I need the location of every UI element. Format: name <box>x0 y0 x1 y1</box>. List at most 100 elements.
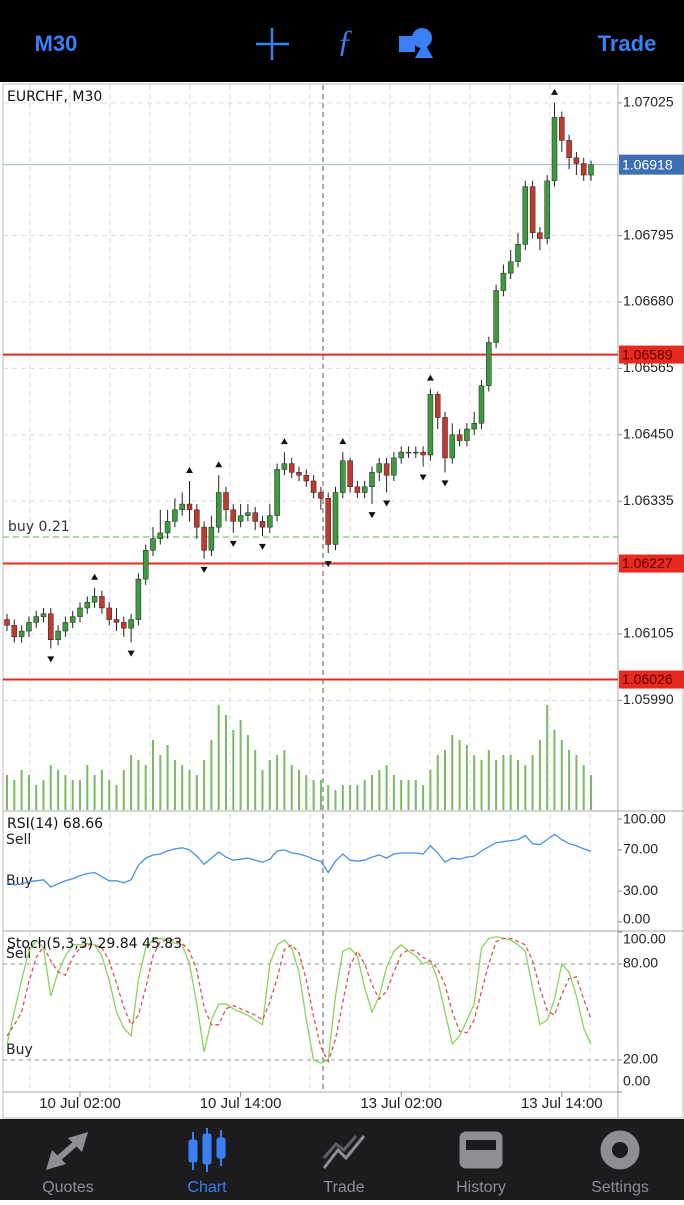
candle-body <box>40 613 47 617</box>
chart-icon[interactable] <box>188 1128 226 1172</box>
fractal-down <box>259 543 266 550</box>
candle-body <box>347 460 353 488</box>
candle-body <box>325 498 331 545</box>
candle-body <box>369 472 375 488</box>
y-tick-label: 80.00 <box>623 955 658 971</box>
level-price-label: 1.06227 <box>622 555 673 571</box>
indicator-line <box>6 833 592 888</box>
candle-body <box>194 509 200 528</box>
trade-button[interactable]: Trade <box>598 31 657 56</box>
candle-body <box>427 394 434 456</box>
candle-body <box>566 140 572 158</box>
y-tick-label: 1.06335 <box>623 492 674 508</box>
candle-body <box>91 596 98 603</box>
fractal-down <box>324 561 332 568</box>
objects-icon[interactable] <box>399 28 433 58</box>
candle-body <box>318 492 324 499</box>
candle-body <box>493 290 499 343</box>
fractal-down <box>127 650 135 657</box>
crosshair-icon[interactable] <box>256 28 289 60</box>
timeframe-button[interactable]: M30 <box>35 31 78 56</box>
candle-body <box>296 472 302 476</box>
candle-body <box>150 538 156 551</box>
x-tick-label: 13 Jul 02:00 <box>360 1095 442 1112</box>
sell-label: Sell <box>6 946 31 962</box>
panel-title: Stoch(5,3,3) 29.84 45.83 <box>7 936 182 952</box>
y-tick-label: 1.06680 <box>623 293 674 309</box>
fractal-up <box>215 461 223 468</box>
current-price-label: 1.06918 <box>622 156 673 172</box>
y-tick-label: 30.00 <box>623 882 658 898</box>
candle-body <box>544 180 550 239</box>
fractal-up <box>339 438 347 445</box>
candle-body <box>113 619 120 623</box>
y-tick-label: 0.00 <box>623 1073 650 1089</box>
panel-title: RSI(14) 68.66 <box>7 816 103 832</box>
plot-layer: 1.070251.067951.066801.065651.064501.063… <box>3 88 684 1112</box>
chart-frame <box>2 83 684 1119</box>
candle-body <box>128 619 134 629</box>
candle-body <box>121 622 127 629</box>
candle-body <box>267 515 273 528</box>
indicator-line <box>6 936 592 1064</box>
candle-body <box>559 117 565 141</box>
candle-body <box>288 463 295 473</box>
candle-body <box>55 630 61 640</box>
candle-body <box>11 625 18 638</box>
candle-body <box>281 463 288 470</box>
y-tick-label: 1.07025 <box>623 94 674 110</box>
toolbar <box>0 0 684 82</box>
quotes-icon[interactable] <box>46 1132 88 1170</box>
candle-body <box>135 578 142 620</box>
candle-body <box>142 549 149 580</box>
candle-body <box>69 616 76 623</box>
fractal-up <box>186 466 193 473</box>
trade-icon[interactable] <box>322 1135 366 1169</box>
candle-body <box>449 434 456 459</box>
fractal-down <box>419 474 427 481</box>
candle-body <box>106 607 112 620</box>
history-icon[interactable] <box>459 1131 503 1169</box>
level-price-label: 1.06589 <box>622 346 673 362</box>
candle-body <box>84 601 91 609</box>
y-tick-label: 1.06105 <box>623 625 674 641</box>
candle-body <box>164 521 171 534</box>
candle-body <box>471 423 477 430</box>
settings-icon[interactable] <box>600 1130 640 1170</box>
candle-body <box>383 463 390 476</box>
candle-body <box>588 164 594 176</box>
candle-body <box>215 492 222 528</box>
candle-body <box>354 486 361 493</box>
level-price-box <box>619 670 684 689</box>
candle-body <box>18 630 25 638</box>
candle-body <box>398 451 404 459</box>
y-tick-label: 0.00 <box>623 911 650 927</box>
candle-body <box>201 526 207 551</box>
y-tick-label: 100.00 <box>623 931 666 947</box>
candle-body <box>434 394 441 418</box>
tab-label[interactable]: Settings <box>591 1179 649 1196</box>
indicators-icon[interactable]: ƒ <box>337 22 353 58</box>
sell-label: Sell <box>6 832 31 848</box>
candle-body <box>186 503 193 511</box>
buy-label: Buy <box>6 873 33 889</box>
tab-label[interactable]: History <box>456 1179 506 1196</box>
candle-body <box>274 469 280 516</box>
candle-body <box>303 474 310 482</box>
level-price-label: 1.06026 <box>622 671 673 687</box>
y-tick-label: 1.05990 <box>623 691 674 707</box>
candle-body <box>456 434 463 441</box>
tab-label[interactable]: Quotes <box>42 1179 94 1196</box>
candle-body <box>157 532 164 539</box>
tab-icons <box>46 1128 640 1172</box>
tab-label[interactable]: Chart <box>187 1179 227 1196</box>
candle-body <box>405 451 412 454</box>
candle-body <box>310 480 317 493</box>
fractal-up <box>426 374 434 381</box>
x-tick-label: 10 Jul 02:00 <box>39 1095 121 1112</box>
tab-label[interactable]: Trade <box>323 1179 364 1196</box>
candle-body <box>413 451 419 454</box>
candle-body <box>478 385 485 424</box>
candle-body <box>237 515 244 522</box>
